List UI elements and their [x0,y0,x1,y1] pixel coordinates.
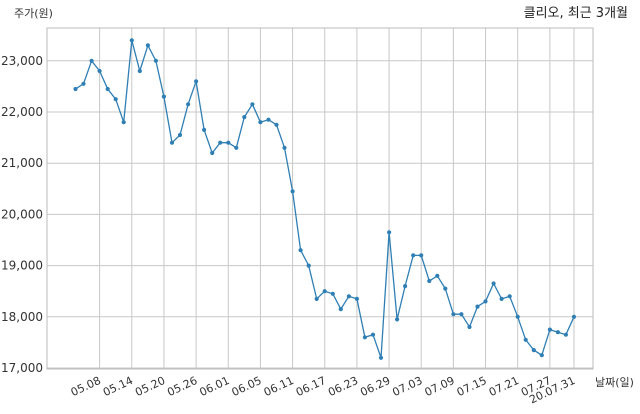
data-point [169,140,175,145]
data-point [370,332,376,337]
data-point [515,314,520,319]
data-point [290,189,295,194]
data-point [539,353,544,358]
price-series [73,38,577,360]
data-point [218,140,223,145]
y-tick-label: 20,000 [1,207,43,221]
x-tick-label: 05.26 [165,374,199,399]
x-tick-label: 06.01 [197,374,231,399]
data-point [73,86,78,92]
data-point [330,291,335,296]
data-point [306,263,311,268]
data-point [531,348,536,353]
data-point [419,253,424,258]
data-point [467,324,472,330]
y-tick-label: 19,000 [1,259,43,273]
data-point [499,296,504,301]
data-point [322,289,327,294]
data-point [186,102,191,107]
x-tick-label: 07.21 [487,374,521,399]
data-point [314,296,319,301]
data-point [153,58,158,63]
data-point [346,294,351,299]
data-point [362,335,367,340]
data-point [274,122,279,127]
data-point [378,355,384,360]
data-point [443,286,448,291]
data-point [451,312,456,317]
data-point [523,337,528,342]
data-point [266,117,271,122]
x-tick-label: 06.17 [294,374,328,399]
x-tick-label: 20.07.31 [527,374,577,406]
data-point [475,304,480,309]
data-point [242,115,247,120]
data-point [282,145,287,150]
data-point [403,284,408,289]
y-axis-label: 주가(원) [14,7,53,20]
data-point [113,97,118,102]
y-tick-label: 22,000 [1,105,43,119]
data-point [258,120,263,125]
data-point [563,332,569,337]
data-point [354,296,359,301]
y-tick-label: 23,000 [1,54,43,68]
data-point [411,253,416,258]
gridlines [47,28,593,369]
y-tick-label: 18,000 [1,310,43,324]
data-point [81,81,86,86]
data-point [89,58,94,63]
data-point [177,132,183,138]
y-tick-label: 17,000 [1,361,43,375]
data-point [507,294,512,299]
data-point [459,312,464,317]
data-point [226,140,231,145]
data-point [234,145,239,150]
tick-labels: 17,000 18,000 19,000 20,000 21,000 22,000 23,0… [1,54,577,407]
x-tick-label: 07.03 [390,374,424,399]
chart-title: 클리오, 최근 3개월 [524,6,628,21]
y-tick-label: 21,000 [1,156,43,170]
data-point [97,68,102,74]
x-tick-label: 07.09 [423,374,457,399]
x-tick-label: 05.14 [101,374,135,399]
data-point [194,79,199,84]
data-point [571,314,577,319]
data-point [555,330,561,335]
data-point [298,248,303,253]
x-tick-label: 06.05 [230,374,264,399]
data-point [435,273,440,278]
plot-frame [46,27,594,370]
data-point [145,43,150,48]
data-point [202,127,207,132]
data-point [137,68,142,74]
x-tick-label: 06.23 [326,374,360,399]
data-point [483,299,488,304]
data-point [395,317,400,322]
data-point [210,150,215,156]
data-point [161,94,166,99]
x-tick-label: 06.29 [358,374,392,399]
data-point [129,38,134,43]
axes [46,27,594,370]
data-point [427,278,432,284]
x-tick-label: 05.20 [133,374,167,399]
x-tick-label: 07.15 [455,374,489,399]
x-tick-label: 06.11 [262,374,296,399]
data-point [338,307,343,312]
data-point [491,281,496,286]
x-tick-label: 05.08 [69,374,103,399]
x-axis-label: 날짜(일) [595,375,634,389]
data-point [105,86,110,92]
data-point [121,120,126,125]
data-point [250,102,255,107]
data-point [387,230,392,235]
data-point [547,327,553,332]
